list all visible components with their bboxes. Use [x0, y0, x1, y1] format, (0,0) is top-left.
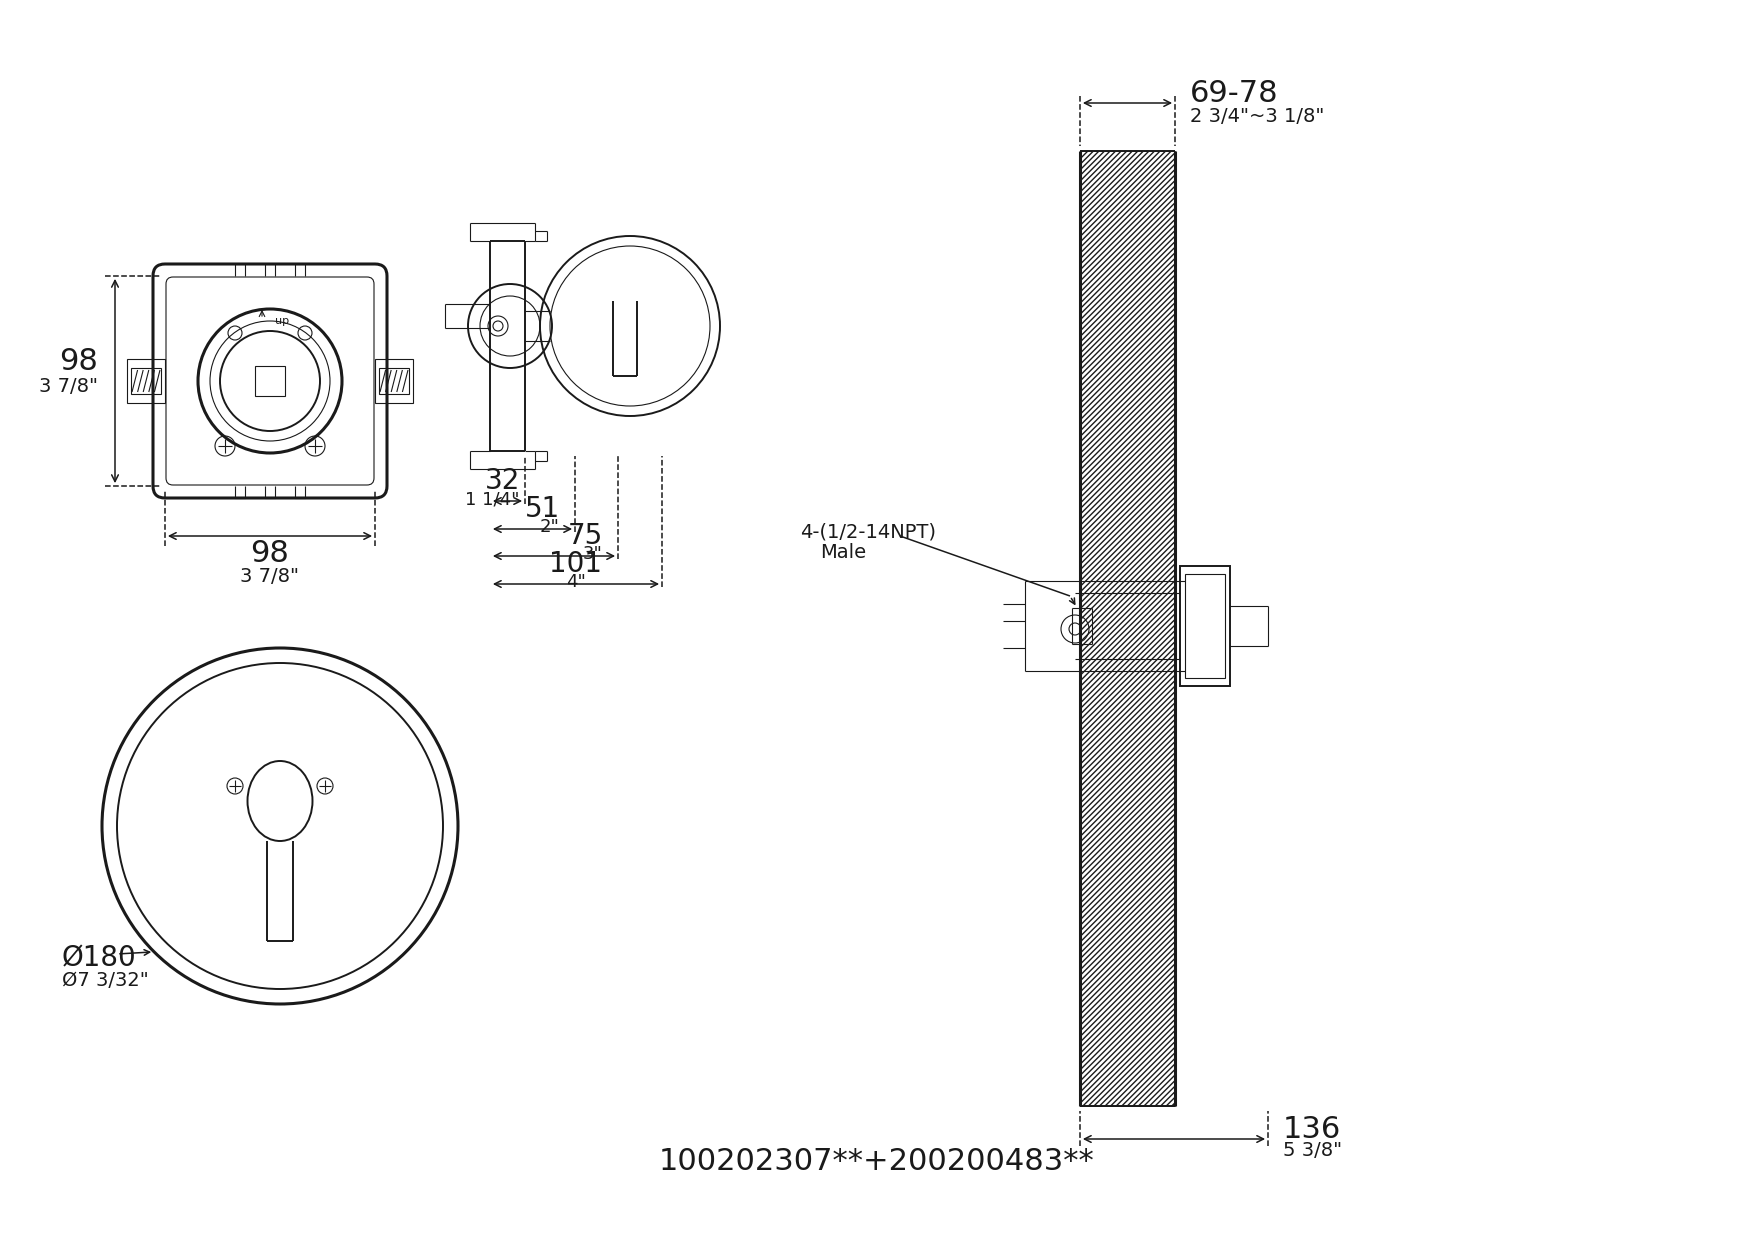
Text: 4": 4" [567, 573, 586, 591]
Text: 4-(1/2-14NPT): 4-(1/2-14NPT) [800, 522, 935, 541]
Text: 51: 51 [525, 495, 560, 522]
Text: 101: 101 [549, 550, 602, 578]
Bar [376, 359, 412, 403]
Text: 3 7/8": 3 7/8" [240, 567, 300, 587]
Text: Ø7 3/32": Ø7 3/32" [61, 970, 149, 989]
Bar [1185, 575, 1225, 678]
Text: 2": 2" [541, 517, 560, 536]
Text: 3": 3" [583, 545, 604, 563]
Text: Ø180: Ø180 [61, 944, 137, 972]
Text: up: up [276, 316, 290, 326]
Text: 100202307**+200200483**: 100202307**+200200483** [660, 1147, 1095, 1175]
Bar [1179, 566, 1230, 686]
Text: 5 3/8": 5 3/8" [1283, 1142, 1343, 1160]
Bar [254, 366, 284, 396]
Text: 98: 98 [60, 346, 98, 376]
Bar [379, 369, 409, 393]
Text: Male: Male [820, 542, 867, 561]
Bar [126, 359, 165, 403]
Text: 75: 75 [569, 522, 604, 550]
Text: 32: 32 [484, 467, 519, 495]
Text: 3 7/8": 3 7/8" [39, 376, 98, 396]
Text: 136: 136 [1283, 1114, 1341, 1143]
Text: 1 1/4": 1 1/4" [465, 490, 519, 508]
Bar [132, 369, 161, 393]
Text: 69-78: 69-78 [1190, 78, 1279, 108]
Text: 98: 98 [251, 539, 290, 567]
Bar [1079, 151, 1176, 1106]
Text: 2 3/4"~3 1/8": 2 3/4"~3 1/8" [1190, 107, 1325, 125]
